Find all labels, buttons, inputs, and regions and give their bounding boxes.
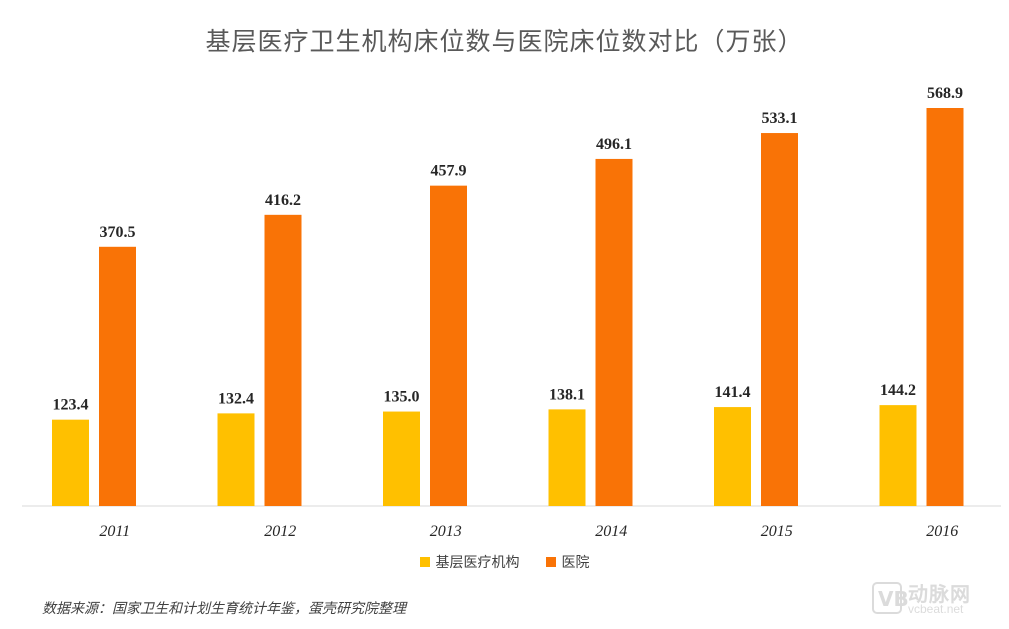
data-label-hospital-2012: 416.2: [265, 192, 301, 209]
data-label-primary-care-2012: 132.4: [218, 390, 254, 407]
bar-hospital-2016: [926, 108, 964, 506]
x-tick-label-2015: 2015: [761, 523, 793, 540]
legend-swatch-hospital: [545, 557, 556, 567]
x-tick-label-2014: 2014: [595, 523, 627, 540]
bar-hospital-2013: [430, 185, 467, 506]
legend-item-hospital: 医院: [545, 552, 590, 572]
legend-label-hospital: 医院: [561, 555, 590, 571]
bar-hospital-2015: [761, 133, 798, 506]
bar-primary-care-2013: [383, 411, 420, 506]
watermark-url: vcbeat.net: [908, 602, 964, 616]
data-label-hospital-2015: 533.1: [762, 110, 798, 127]
data-label-hospital-2014: 496.1: [596, 136, 632, 153]
x-tick-label-2012: 2012: [264, 523, 296, 540]
bar-hospital-2014: [595, 158, 633, 506]
data-label-hospital-2013: 457.9: [431, 163, 467, 180]
chart-title: 基层医疗卫生机构床位数与医院床位数对比（万张）: [205, 27, 804, 56]
data-label-hospital-2011: 370.5: [100, 224, 136, 241]
x-tick-label-2013: 2013: [430, 523, 462, 540]
vcbeat-watermark: VB 动脉网 vcbeat.net: [872, 580, 996, 618]
bar-chart: 123.4 370.5 132.4 416.2 135.0 457.9 138.1 496.1…: [22, 85, 1001, 540]
data-label-primary-care-2015: 141.4: [715, 384, 751, 401]
x-tick-label-2011: 2011: [99, 523, 130, 540]
bar-hospital-2012: [264, 214, 302, 507]
bar-primary-care-2014: [548, 409, 586, 506]
data-label-primary-care-2011: 123.4: [53, 397, 89, 414]
legend-item-primary-care: 基层医疗机构: [419, 552, 520, 572]
bar-primary-care-2011: [52, 419, 89, 506]
watermark-brand: 动脉网: [908, 582, 971, 606]
data-label-primary-care-2013: 135.0: [384, 389, 420, 406]
data-label-primary-care-2014: 138.1: [549, 386, 585, 403]
data-label-hospital-2016: 568.9: [927, 85, 963, 102]
legend: 基层医疗机构 医院: [0, 552, 1009, 572]
data-label-primary-care-2016: 144.2: [880, 382, 916, 399]
bar-primary-care-2012: [217, 413, 255, 506]
legend-label-primary-care: 基层医疗机构: [435, 555, 520, 571]
x-tick-label-2016: 2016: [926, 523, 958, 540]
legend-swatch-primary-care: [419, 557, 430, 567]
source-note: 数据来源：国家卫生和计划生育统计年鉴，蛋壳研究院整理: [42, 601, 406, 617]
bar-primary-care-2016: [879, 405, 917, 506]
bar-primary-care-2015: [714, 407, 751, 506]
vcbeat-logo-icon: VB: [872, 582, 909, 614]
bar-hospital-2011: [99, 246, 136, 506]
